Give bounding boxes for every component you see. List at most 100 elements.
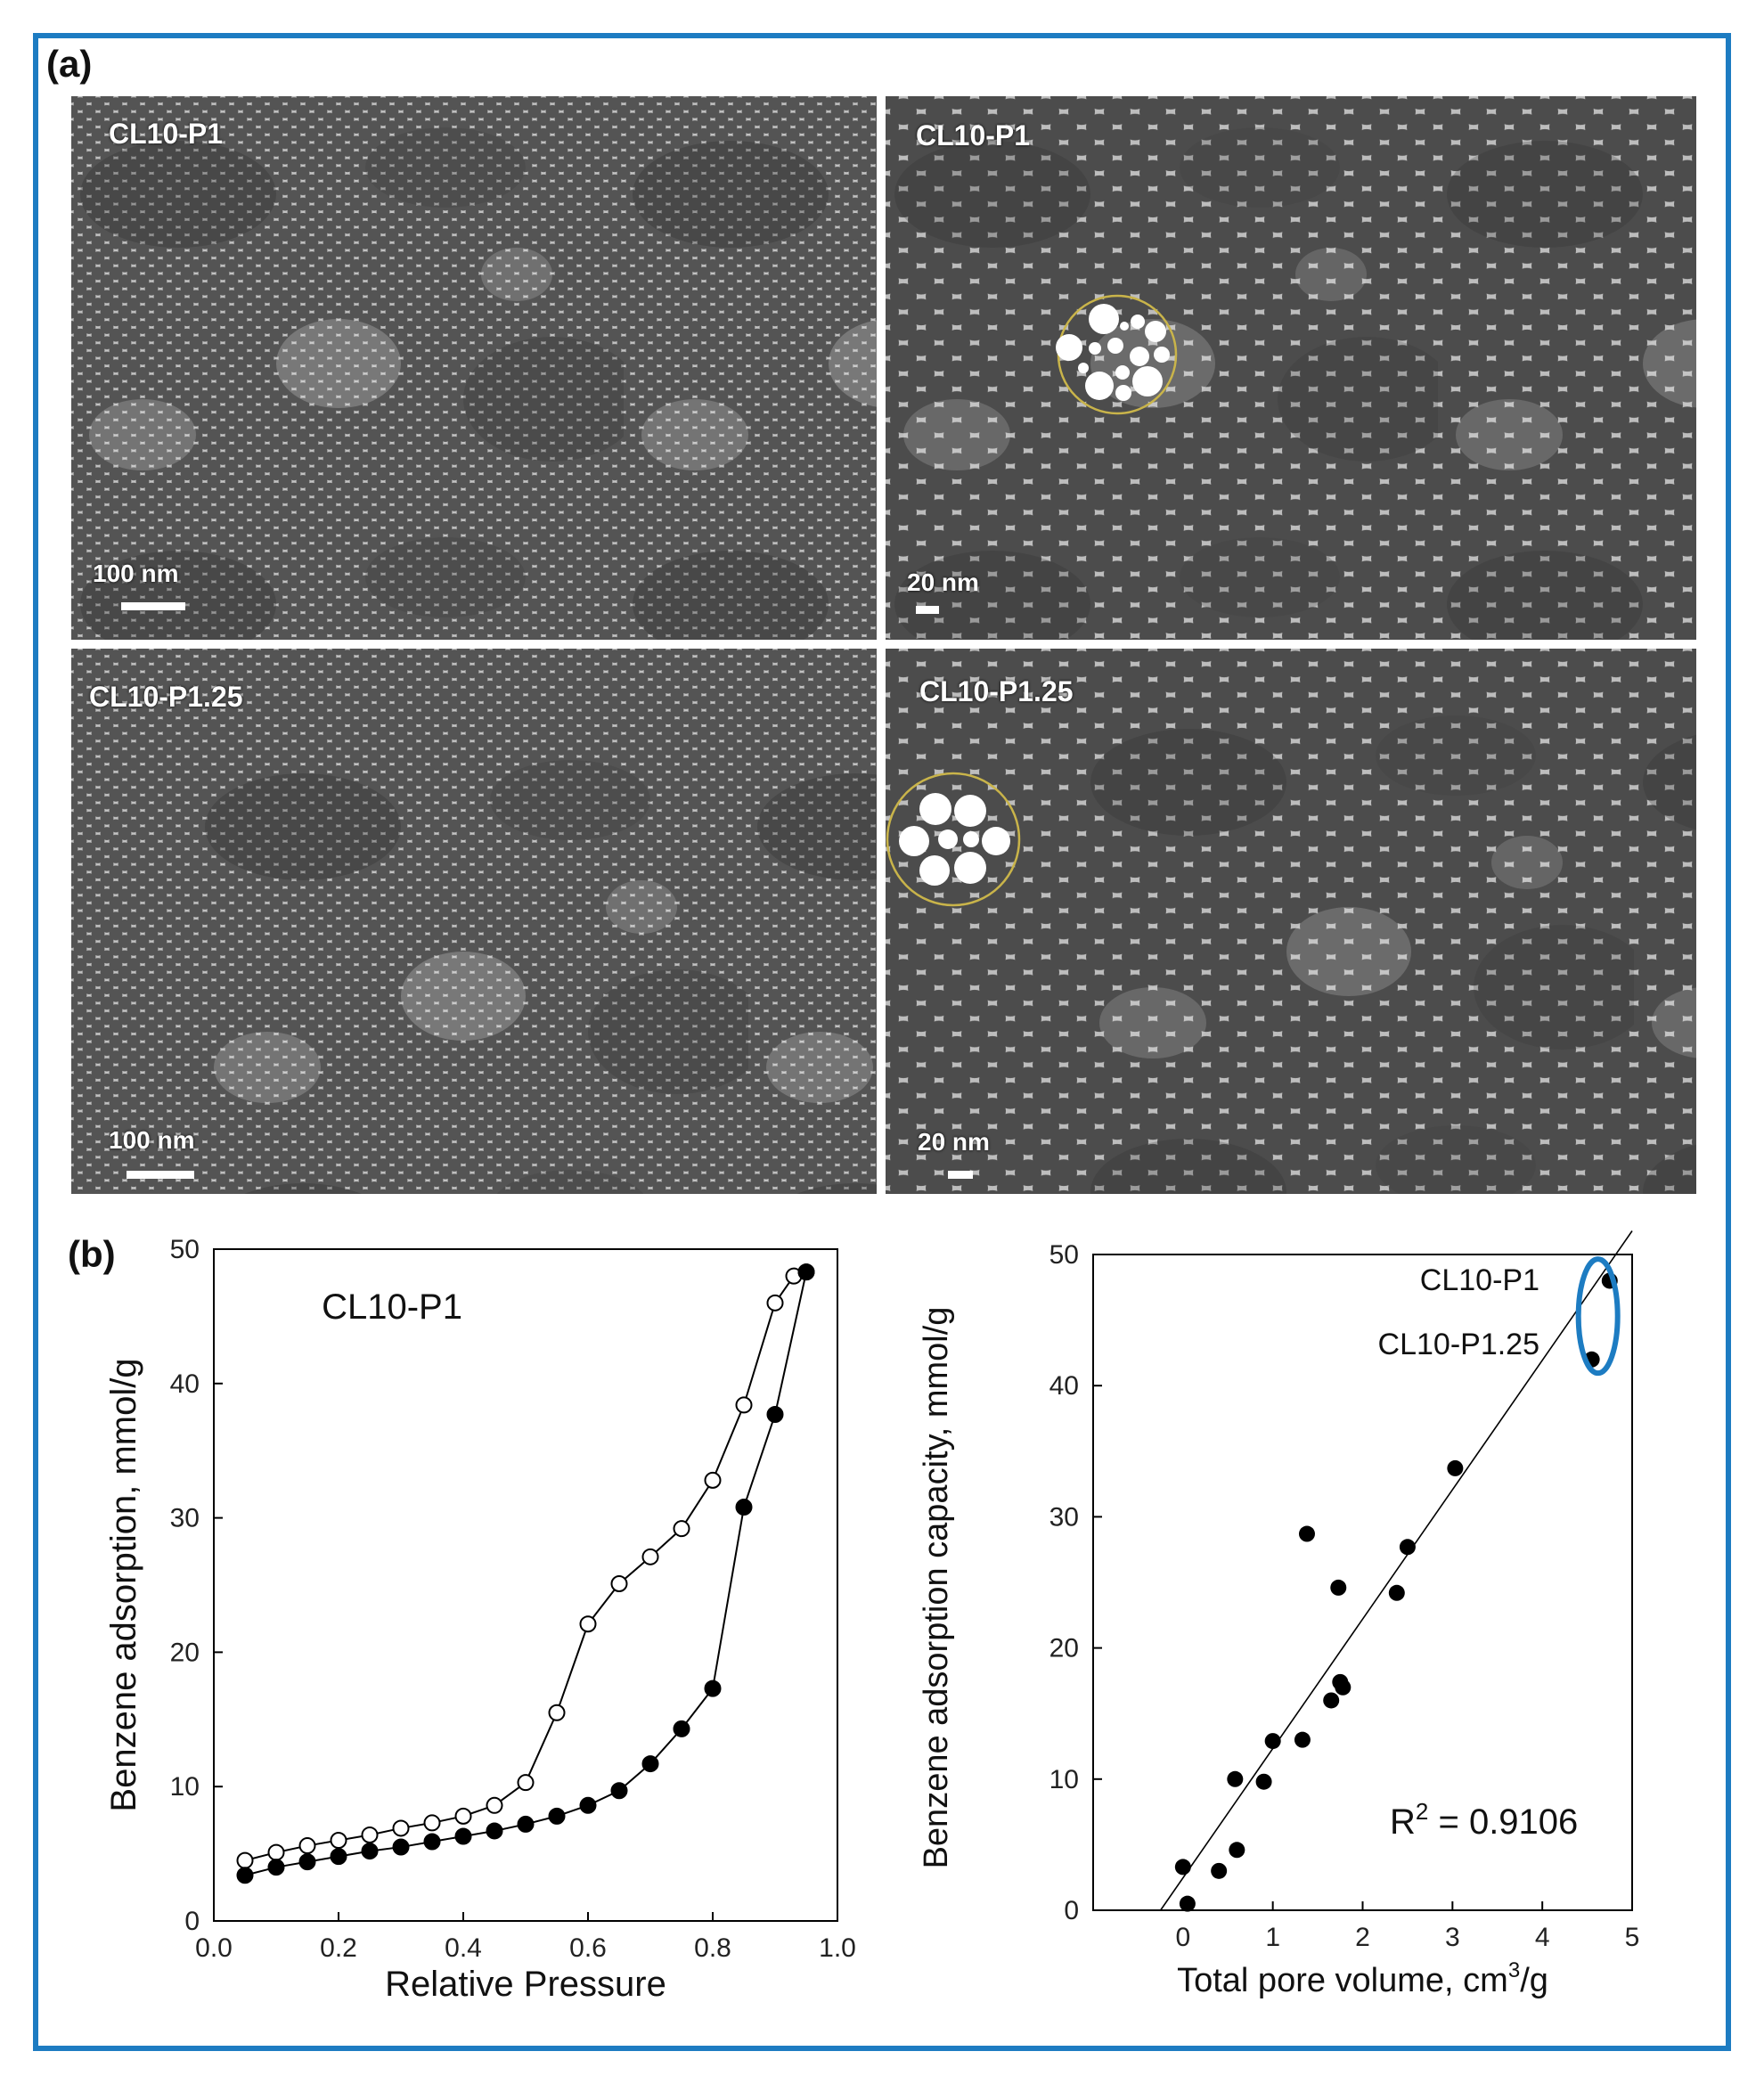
r-squared-label: R2 = 0.9106	[1390, 1798, 1578, 1842]
pore-size-inset	[886, 772, 1021, 907]
x-tick-label: 0.8	[694, 1933, 731, 1963]
sem-sample-label: CL10-P1	[109, 118, 224, 150]
data-point	[579, 1615, 597, 1633]
data-point	[330, 1848, 347, 1866]
scale-bar	[127, 1171, 194, 1179]
data-point	[361, 1843, 379, 1860]
highlight-ellipse	[1575, 1256, 1621, 1377]
data-point	[517, 1774, 535, 1792]
scale-bar-label: 100 nm	[93, 560, 179, 587]
isotherm-chart-svg: 0.0 0.2 0.4 0.6 0.8 1.0 0 10 20 30 40 50 CL10-P1 Rela…	[104, 1235, 856, 2004]
y-tick-label: 30	[170, 1504, 200, 1533]
y-tick-label: 0	[1064, 1896, 1079, 1925]
data-point	[641, 1755, 659, 1773]
y-tick-label: 40	[1049, 1371, 1079, 1401]
x-tick-label: 1.0	[819, 1933, 856, 1963]
y-tick-label: 20	[1049, 1634, 1079, 1663]
scale-bar	[121, 602, 185, 610]
data-point	[797, 1263, 815, 1281]
isotherm-chart: 0.0 0.2 0.4 0.6 0.8 1.0 0 10 20 30 40 50 CL10-P1 Rela…	[98, 1221, 864, 2023]
data-point	[486, 1822, 503, 1840]
data-point	[1447, 1459, 1464, 1476]
sem-image-bottom-left: CL10-P1.25 100 nm	[71, 649, 877, 1194]
data-point	[673, 1720, 690, 1737]
data-point	[1264, 1733, 1281, 1750]
sem-image-bottom-right: CL10-P1.25 20 nm	[886, 649, 1696, 1194]
pore-size-inset	[1056, 294, 1178, 415]
chart-title: CL10-P1	[322, 1287, 462, 1327]
data-point	[1335, 1679, 1352, 1696]
x-axis-label: Total pore volume, cm3/g	[1177, 1958, 1548, 1999]
x-tick-label: 3	[1445, 1923, 1460, 1952]
figure-frame	[33, 33, 1731, 2051]
data-point	[330, 1832, 347, 1850]
sample-annotation: CL10-P1.25	[1378, 1328, 1539, 1361]
sem-image-top-left: CL10-P1 100 nm	[71, 96, 877, 640]
data-point	[236, 1851, 254, 1869]
data-point	[361, 1826, 379, 1843]
x-tick-label: 0.0	[195, 1933, 233, 1963]
data-point	[1229, 1842, 1245, 1859]
sem-sample-label: CL10-P1	[916, 119, 1031, 151]
data-point	[1298, 1525, 1315, 1542]
panel-b-label: (b)	[68, 1233, 116, 1275]
x-tick-label: 0.6	[569, 1933, 607, 1963]
data-point	[610, 1574, 628, 1592]
data-point	[298, 1853, 316, 1871]
y-axis-label: Benzene adsorption, mmol/g	[104, 1358, 143, 1811]
x-tick-label: 4	[1535, 1923, 1550, 1952]
data-point	[1330, 1579, 1347, 1596]
data-point	[735, 1396, 753, 1414]
x-tick-label: 0.4	[445, 1933, 482, 1963]
data-point	[735, 1499, 753, 1516]
y-tick-label: 30	[1049, 1502, 1079, 1532]
x-tick-label: 1	[1265, 1923, 1280, 1952]
data-point	[1323, 1692, 1340, 1709]
data-point	[267, 1843, 285, 1861]
y-tick-label: 50	[170, 1235, 200, 1264]
data-point	[766, 1294, 784, 1312]
y-tick-label: 20	[170, 1638, 200, 1667]
y-tick-label: 40	[170, 1369, 200, 1399]
scale-bar-label: 20 nm	[907, 568, 979, 596]
data-point	[548, 1704, 566, 1721]
data-point	[673, 1520, 690, 1538]
sample-annotation: CL10-P1	[1420, 1263, 1539, 1297]
data-point	[454, 1827, 472, 1845]
data-point	[423, 1814, 441, 1832]
data-point	[454, 1807, 472, 1825]
data-point	[1388, 1584, 1405, 1601]
data-point	[1294, 1731, 1311, 1748]
sem-sample-label: CL10-P1.25	[89, 681, 243, 713]
x-tick-label: 2	[1355, 1923, 1370, 1952]
scale-bar	[948, 1171, 973, 1179]
x-axis-label: Relative Pressure	[385, 1965, 666, 2004]
data-point	[1399, 1539, 1416, 1556]
data-point	[392, 1838, 410, 1856]
x-tick-label: 0.2	[320, 1933, 357, 1963]
y-axis-label: Benzene adsorption capacity, mmol/g	[918, 1307, 955, 1869]
data-point	[641, 1548, 659, 1565]
regression-line	[1159, 1230, 1633, 1911]
data-point	[548, 1807, 566, 1825]
data-point	[579, 1796, 597, 1814]
data-point	[610, 1782, 628, 1800]
data-point	[1179, 1895, 1196, 1912]
y-tick-label: 10	[170, 1772, 200, 1802]
data-point	[1255, 1773, 1272, 1790]
data-point	[1211, 1862, 1228, 1879]
data-point	[298, 1837, 316, 1855]
x-tick-label: 5	[1625, 1923, 1640, 1952]
data-point	[517, 1815, 535, 1833]
data-point	[1227, 1770, 1244, 1787]
sem-sample-label: CL10-P1.25	[919, 675, 1074, 707]
panel-a-label: (a)	[46, 43, 93, 85]
scale-bar-label: 20 nm	[918, 1128, 990, 1156]
data-point	[486, 1796, 503, 1814]
x-tick-label: 0	[1175, 1923, 1190, 1952]
scale-bar	[916, 606, 939, 614]
sem-image-top-right: CL10-P1 20 nm	[886, 96, 1696, 640]
series-line	[244, 1271, 807, 1862]
data-point	[1174, 1859, 1191, 1876]
